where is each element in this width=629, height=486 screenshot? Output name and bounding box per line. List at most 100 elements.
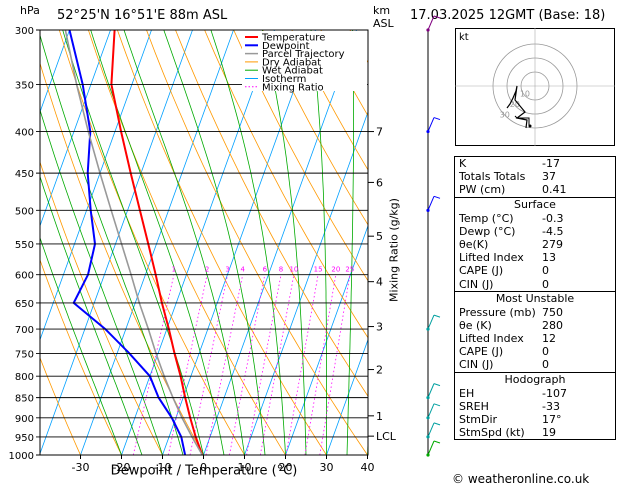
wind-barb-feather bbox=[433, 195, 441, 199]
stat-row: Pressure (mb) 750 bbox=[459, 305, 563, 319]
legend-label: Dry Adiabat bbox=[262, 57, 321, 68]
stat-row: StmSpd (kt) 19 bbox=[459, 426, 556, 440]
wet-adiabat-line bbox=[261, 30, 307, 455]
temp-tick-label: 10 bbox=[238, 461, 252, 474]
isotherm-line bbox=[40, 30, 70, 114]
height-tick-label: 5 bbox=[376, 230, 383, 243]
wind-barb-feather bbox=[433, 314, 441, 318]
mixing-ratio-label: 2 bbox=[205, 266, 209, 274]
wind-barb-base bbox=[426, 435, 430, 439]
temp-tick-label: -20 bbox=[113, 461, 131, 474]
mixing-ratio-line bbox=[167, 274, 208, 455]
mixing-ratio-label: 1 bbox=[172, 266, 176, 274]
pressure-unit-label: hPa bbox=[20, 4, 40, 17]
hodograph-unit-label: kt bbox=[459, 32, 469, 43]
hodograph-end-marker bbox=[528, 124, 532, 128]
wind-barb-base bbox=[426, 28, 430, 32]
stat-row: Lifted Index 13 bbox=[459, 251, 556, 265]
wind-barb bbox=[427, 15, 435, 31]
mixing-ratio-line bbox=[229, 274, 266, 455]
wind-barb-feather bbox=[433, 117, 441, 121]
wind-barb-feather bbox=[433, 403, 441, 407]
wind-barb-base bbox=[426, 327, 430, 331]
pressure-tick-label: 400 bbox=[15, 128, 34, 139]
wind-barb-feather bbox=[433, 383, 441, 387]
wet-adiabat-line bbox=[163, 30, 266, 455]
mixing-ratio-axis-label: Mixing Ratio (g/kg) bbox=[387, 198, 401, 302]
dry-adiabat-line bbox=[262, 30, 368, 226]
pressure-tick-label: 900 bbox=[15, 414, 34, 425]
stat-row: Temp (°C) -0.3 bbox=[459, 211, 564, 225]
isotherm-line bbox=[40, 30, 152, 341]
temp-tick-label: 0 bbox=[200, 461, 207, 474]
pressure-tick-label: 1000 bbox=[9, 451, 34, 462]
legend-label: Mixing Ratio bbox=[262, 82, 324, 93]
wind-barb bbox=[427, 422, 435, 438]
mixing-ratio-line bbox=[189, 274, 228, 455]
dry-adiabat-line bbox=[58, 30, 245, 455]
wind-barb-base bbox=[426, 396, 430, 400]
mixing-ratio-line bbox=[319, 274, 351, 455]
pressure-tick-label: 500 bbox=[15, 206, 34, 217]
wind-barb-base bbox=[426, 453, 430, 457]
mixing-ratio-label: 20 bbox=[331, 266, 340, 274]
dry-adiabat-line bbox=[40, 356, 81, 455]
wet-adiabat-line bbox=[310, 30, 327, 455]
stat-row: K -17 bbox=[459, 157, 560, 170]
wind-barb bbox=[427, 383, 435, 398]
mixing-ratio-line bbox=[259, 274, 295, 455]
wet-adiabat-line bbox=[40, 108, 163, 455]
stat-row: θe (K) 280 bbox=[459, 318, 563, 332]
location-title: 52°25'N 16°51'E 88m ASL bbox=[57, 8, 228, 23]
pressure-tick-label: 950 bbox=[15, 433, 34, 444]
height-tick-label: 6 bbox=[376, 176, 383, 189]
mixing-ratio-line bbox=[285, 274, 319, 455]
temp-tick-label: 20 bbox=[279, 461, 293, 474]
x-axis-title: Dewpoint / Temperature (°C) bbox=[110, 463, 298, 479]
hodograph-trace bbox=[506, 85, 528, 129]
stat-row: CIN (J) 0 bbox=[459, 358, 549, 372]
height-tick-label: 1 bbox=[376, 410, 383, 423]
datetime-title: 17.03.2025 12GMT (Base: 18) bbox=[410, 8, 606, 23]
pressure-tick-label: 850 bbox=[15, 394, 34, 405]
hodograph-section-title: Hodograph bbox=[455, 371, 615, 387]
mixing-ratio-label: 3 bbox=[225, 266, 229, 274]
hodograph-ring-label: 20 bbox=[510, 100, 520, 109]
legend-label: Parcel Trajectory bbox=[262, 49, 345, 60]
stats-table: K -17 Totals Totals 37 PW (cm) 0.41 Surface… bbox=[454, 156, 616, 441]
mixing-ratio-line bbox=[132, 274, 175, 455]
wind-barb-base bbox=[426, 208, 430, 212]
legend-label: Temperature bbox=[261, 33, 325, 44]
isotherm-line bbox=[203, 30, 357, 455]
wind-barb-feather bbox=[433, 440, 441, 444]
isotherm-line bbox=[80, 30, 234, 455]
temp-tick-label: 40 bbox=[361, 461, 375, 474]
isotherm-line bbox=[162, 30, 316, 455]
stat-row: SREH -33 bbox=[459, 399, 560, 413]
stat-row: StmDir 17° bbox=[459, 413, 562, 426]
isotherm-line bbox=[40, 30, 193, 455]
legend-label: Wet Adiabat bbox=[262, 66, 323, 77]
pressure-tick-label: 750 bbox=[15, 349, 34, 360]
pressure-tick-label: 600 bbox=[15, 271, 34, 282]
wind-barb bbox=[427, 117, 435, 132]
stat-row: θe(K) 279 bbox=[459, 237, 563, 251]
mixing-ratio-label: 10 bbox=[289, 266, 298, 274]
mixing-ratio-label: 4 bbox=[241, 266, 246, 274]
wind-barb-feather bbox=[433, 15, 441, 19]
plot-frame bbox=[39, 29, 369, 456]
hodograph-ring-label: 30 bbox=[500, 111, 510, 120]
wet-adiabat-line bbox=[346, 30, 354, 455]
isotherm-line bbox=[121, 30, 275, 455]
legend-label: Dewpoint bbox=[262, 41, 310, 52]
dry-adiabat-line bbox=[233, 30, 368, 282]
unstable-section-title: Most Unstable bbox=[455, 290, 615, 306]
legend-label: Isotherm bbox=[262, 74, 306, 85]
stat-row: EH -107 bbox=[459, 386, 567, 400]
dewpoint-profile bbox=[68, 30, 187, 455]
hodograph-ring-label: 10 bbox=[520, 90, 530, 99]
hodograph-storm-motion bbox=[514, 115, 530, 126]
mixing-ratio-line bbox=[205, 274, 244, 455]
stat-row: CIN (J) 0 bbox=[459, 277, 549, 291]
wind-barb bbox=[427, 440, 435, 456]
